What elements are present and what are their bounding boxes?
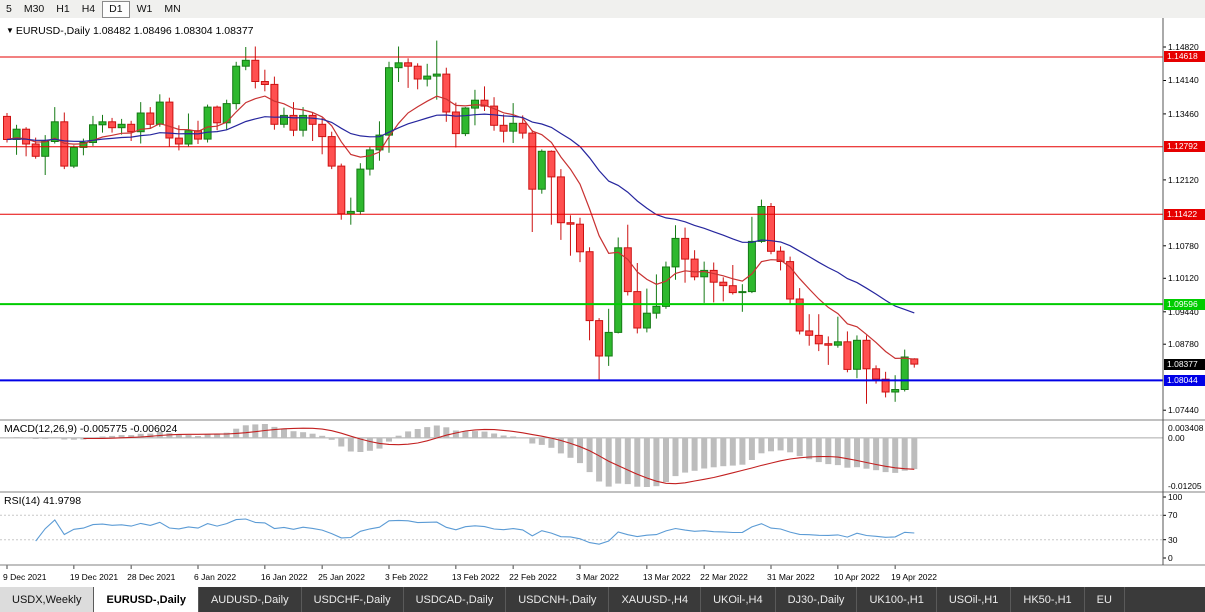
tab-usdcnh-daily[interactable]: USDCNH-,Daily: [506, 587, 610, 612]
price-axis-tick: 1.14140: [1168, 75, 1199, 86]
date-axis-tick: 22 Mar 2022: [700, 572, 748, 582]
timeframe-button-d1[interactable]: D1: [102, 0, 130, 18]
tab-usoil-h1[interactable]: USOil-,H1: [937, 587, 1012, 612]
tab-usdx-weekly[interactable]: USDX,Weekly: [0, 587, 95, 612]
price-level-tag: 1.11422: [1164, 208, 1205, 220]
price-axis-tick: 1.12120: [1168, 174, 1199, 185]
price-level-tag: 1.12792: [1164, 141, 1205, 153]
price-axis-tick: 1.10780: [1168, 240, 1199, 251]
chart-symbol-period: EURUSD-,Daily: [15, 25, 91, 37]
tab-xauusd-h4[interactable]: XAUUSD-,H4: [609, 587, 702, 612]
rsi-axis-tick: 30: [1168, 534, 1178, 545]
timeframe-button-mn[interactable]: MN: [164, 3, 181, 15]
macd-signal-line: [83, 427, 915, 485]
macd-indicator-label: MACD(12,26,9) -0.005775 -0.006024: [4, 423, 178, 435]
date-axis-tick: 6 Jan 2022: [194, 572, 237, 582]
current-price-tag: 1.08377: [1164, 358, 1205, 370]
moving-average-30: [6, 113, 915, 314]
timeframe-button-5[interactable]: 5: [6, 3, 12, 15]
tab-usdcad-daily[interactable]: USDCAD-,Daily: [404, 587, 507, 612]
chart-title: ▼ EURUSD-,Daily 1.08482 1.08496 1.08304 1…: [6, 25, 254, 37]
date-axis-tick: 28 Dec 2021: [127, 572, 176, 582]
date-axis-tick: 13 Feb 2022: [451, 572, 500, 582]
price-axis-tick: 1.08780: [1168, 339, 1199, 350]
tab-hk50-h1[interactable]: HK50-,H1: [1011, 587, 1085, 612]
price-level-tag: 1.08044: [1164, 374, 1205, 386]
price-level-tag: 1.14618: [1164, 51, 1205, 63]
moving-average-10: [6, 95, 915, 360]
chart-panel[interactable]: ▼ EURUSD-,Daily 1.08482 1.08496 1.08304 1…: [0, 18, 1205, 587]
tab-dj30-daily[interactable]: DJ30-,Daily: [776, 587, 858, 612]
date-axis-tick: 16 Jan 2022: [260, 572, 308, 582]
timeframe-button-h4[interactable]: H4: [81, 3, 96, 15]
rsi-line: [35, 518, 915, 545]
rsi-axis-tick: 100: [1168, 492, 1183, 502]
macd-axis-min: -0.01205: [1168, 481, 1202, 491]
date-axis-tick: 13 Mar 2022: [642, 572, 691, 582]
tab-audusd-daily[interactable]: AUDUSD-,Daily: [199, 587, 302, 612]
collapse-chart-icon[interactable]: ▼: [6, 26, 14, 35]
tab-ukoil-h4[interactable]: UKOil-,H4: [701, 587, 776, 612]
timeframe-button-w1[interactable]: W1: [136, 3, 153, 15]
tab-usdchf-daily[interactable]: USDCHF-,Daily: [302, 587, 404, 612]
timeframe-button-m30[interactable]: M30: [23, 3, 45, 15]
date-axis-tick: 22 Feb 2022: [509, 572, 557, 582]
price-axis-tick: 1.13460: [1168, 108, 1199, 119]
date-axis-tick: 25 Jan 2022: [318, 572, 365, 582]
date-axis-tick: 9 Dec 2021: [3, 572, 47, 582]
price-axis-tick: 1.10120: [1168, 273, 1199, 284]
price-axis-tick: 1.14820: [1168, 42, 1199, 53]
timeframe-toolbar: 5 M30 H1 H4 D1 W1 MN: [0, 0, 1205, 19]
rsi-axis-tick: 70: [1168, 510, 1178, 521]
timeframe-button-h1[interactable]: H1: [56, 3, 70, 15]
macd-axis-zero: 0.00: [1168, 432, 1185, 443]
price-axis-tick: 1.07440: [1168, 405, 1199, 416]
chart-ohlc-values: 1.08482 1.08496 1.08304 1.08377: [92, 25, 254, 37]
date-axis-tick: 31 Mar 2022: [767, 572, 815, 582]
date-axis-tick: 19 Apr 2022: [891, 572, 937, 582]
tab-uk100-h1[interactable]: UK100-,H1: [857, 587, 937, 612]
date-axis-tick: 3 Feb 2022: [385, 572, 429, 582]
candlestick-series: [3, 40, 919, 404]
macd-axis-max: 0.003408: [1168, 423, 1204, 433]
price-level-tag: 1.09596: [1164, 298, 1205, 310]
chart-canvas[interactable]: [0, 18, 1205, 587]
date-axis-tick: 10 Apr 2022: [833, 572, 880, 582]
rsi-axis-tick: 0: [1168, 553, 1173, 563]
tab-eu[interactable]: EU: [1085, 587, 1125, 612]
rsi-indicator-label: RSI(14) 41.9798: [4, 495, 82, 507]
price-axis-tick: 1.09440: [1168, 306, 1199, 317]
date-axis-tick: 3 Mar 2022: [576, 572, 619, 582]
date-axis-tick: 19 Dec 2021: [69, 572, 119, 582]
tab-eurusd-daily[interactable]: EURUSD-,Daily: [94, 587, 199, 612]
symbol-tabbar: USDX,Weekly EURUSD-,Daily AUDUSD-,Daily USD…: [0, 587, 1205, 612]
